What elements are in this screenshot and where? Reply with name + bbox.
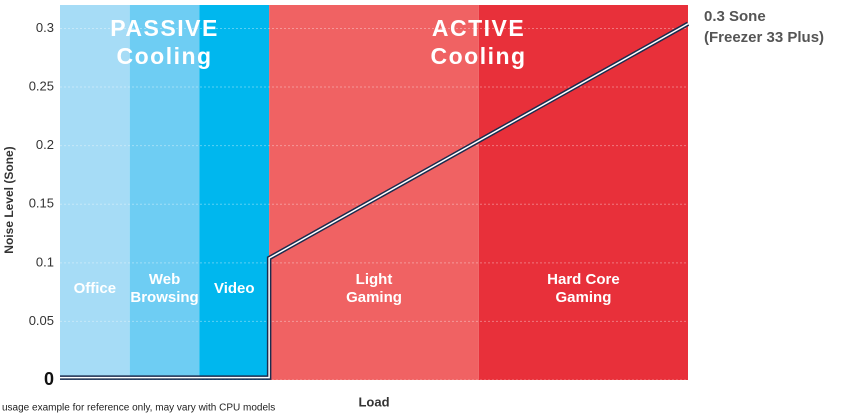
load-band [129, 5, 200, 380]
band-label: Light [356, 271, 393, 288]
band-label: Gaming [346, 289, 402, 306]
cooling-heading: ACTIVE [432, 15, 525, 41]
annotation: (Freezer 33 Plus) [704, 29, 824, 46]
band-label: Office [74, 280, 117, 297]
load-band [269, 5, 479, 380]
band-label: Browsing [130, 289, 198, 306]
noise-line-highlight [60, 23, 689, 379]
band-label: Web [149, 271, 180, 288]
load-band [478, 5, 688, 380]
band-label: Hard Core [547, 271, 620, 288]
y-tick-label: 0.15 [29, 196, 54, 211]
y-tick-label: 0 [44, 369, 54, 389]
y-axis-label: Noise Level (Sone) [2, 146, 16, 253]
y-tick-label: 0.1 [36, 254, 54, 269]
band-label: Gaming [556, 289, 612, 306]
annotation: 0.3 Sone [704, 8, 766, 25]
y-tick-label: 0.3 [36, 20, 54, 35]
y-tick-label: 0.2 [36, 137, 54, 152]
band-label: Video [214, 280, 255, 297]
y-tick-label: 0.25 [29, 78, 54, 93]
footnote: usage example for reference only, may va… [2, 403, 275, 413]
cooling-heading: Cooling [431, 43, 527, 69]
x-axis-label: Load [358, 394, 389, 409]
load-band [199, 5, 270, 380]
load-band [60, 5, 130, 380]
cooling-heading: Cooling [117, 43, 213, 69]
y-tick-label: 0.05 [29, 313, 54, 328]
cooling-heading: PASSIVE [110, 15, 219, 41]
